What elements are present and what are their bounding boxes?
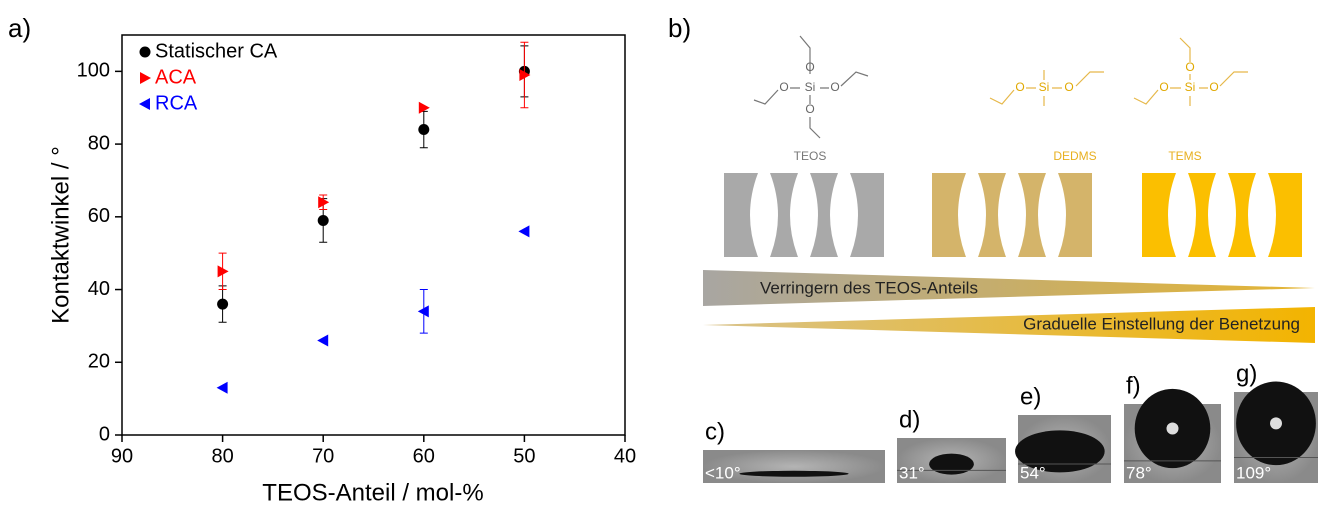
y-tick-label: 0 [99,423,110,445]
reflection [1270,417,1282,430]
atom-label: Si [1185,80,1196,94]
atom-label: O [805,102,814,116]
marker [139,98,150,110]
panel-label: b) [668,13,691,43]
droplet [1015,430,1105,473]
molecule-label: TEMS [1168,149,1201,163]
arrow-label: Verringern des TEOS-Anteils [760,278,978,297]
pore-gap [750,173,778,257]
contact-angle: <10° [705,463,741,482]
image-label: f) [1126,372,1141,399]
legend-label: ACA [155,66,197,88]
bonds [989,37,1248,106]
pore-gap [958,173,986,257]
molecule-label: DEDMS [1053,149,1096,163]
legend-label: RCA [155,92,198,114]
marker [518,225,530,238]
pore-gap [1168,173,1196,257]
marker [418,124,430,136]
marker [217,298,229,310]
contact-angle: 109° [1236,463,1271,482]
x-tick-label: 40 [614,445,636,467]
y-axis-title: Kontaktwinkel / ° [47,146,74,324]
x-tick-label: 70 [312,445,334,467]
panel-label: a) [8,13,31,43]
image-label: e) [1020,383,1041,410]
marker [139,46,151,58]
arrow-label: Graduelle Einstellung der Benetzung [1023,314,1300,333]
legend-label: Statischer CA [155,40,278,62]
atom-label: Si [1039,80,1050,94]
diagram: O O Si O O TEOS O Si O DEDMS O O Si O TEMS Verringern d… [703,35,1318,483]
x-tick-label: 60 [413,445,435,467]
image-label: g) [1236,360,1257,387]
y-tick-label: 80 [88,132,110,154]
reflection [1166,422,1179,435]
atom-label: Si [805,80,816,94]
x-tick-label: 80 [211,445,233,467]
droplet-photo [703,450,885,483]
atom-label: O [1185,60,1194,74]
wedge-arrow [703,307,1315,343]
atom-label: O [1209,80,1218,94]
image-label: c) [705,418,725,445]
y-tick-label: 100 [77,60,110,82]
pore-gap [1248,173,1276,257]
droplet [929,453,974,475]
marker [140,72,151,84]
x-tick-label: 50 [513,445,535,467]
y-tick-label: 40 [88,278,110,300]
droplet [739,470,849,477]
contact-angle: 54° [1020,463,1046,482]
marker [519,69,531,81]
marker [216,381,228,394]
y-tick-label: 20 [88,351,110,373]
marker [217,265,229,278]
atom-label: O [805,60,814,74]
x-axis-title: TEOS-Anteil / mol-% [262,479,483,506]
pore-gap [790,173,818,257]
pore-gap [830,173,858,257]
contact-angle: 31° [899,463,925,482]
contact-angle: 78° [1126,463,1152,482]
bonds [753,35,869,139]
pore-gap [1208,173,1236,257]
wedge-arrow [703,270,1315,306]
molecule-label: TEOS [794,149,827,163]
x-tick-label: 90 [111,445,133,467]
atom-label: O [1159,80,1168,94]
marker [318,196,330,209]
marker [418,101,430,114]
atom-label: O [830,80,839,94]
marker [317,334,329,347]
atom-label: O [779,80,788,94]
marker [417,305,429,318]
marker [317,214,329,226]
image-label: d) [899,406,920,433]
y-tick-label: 60 [88,205,110,227]
plot-frame [121,34,626,436]
atom-label: O [1064,80,1073,94]
atom-label: O [1015,80,1024,94]
pore-gap [998,173,1026,257]
pore-gap [1038,173,1066,257]
